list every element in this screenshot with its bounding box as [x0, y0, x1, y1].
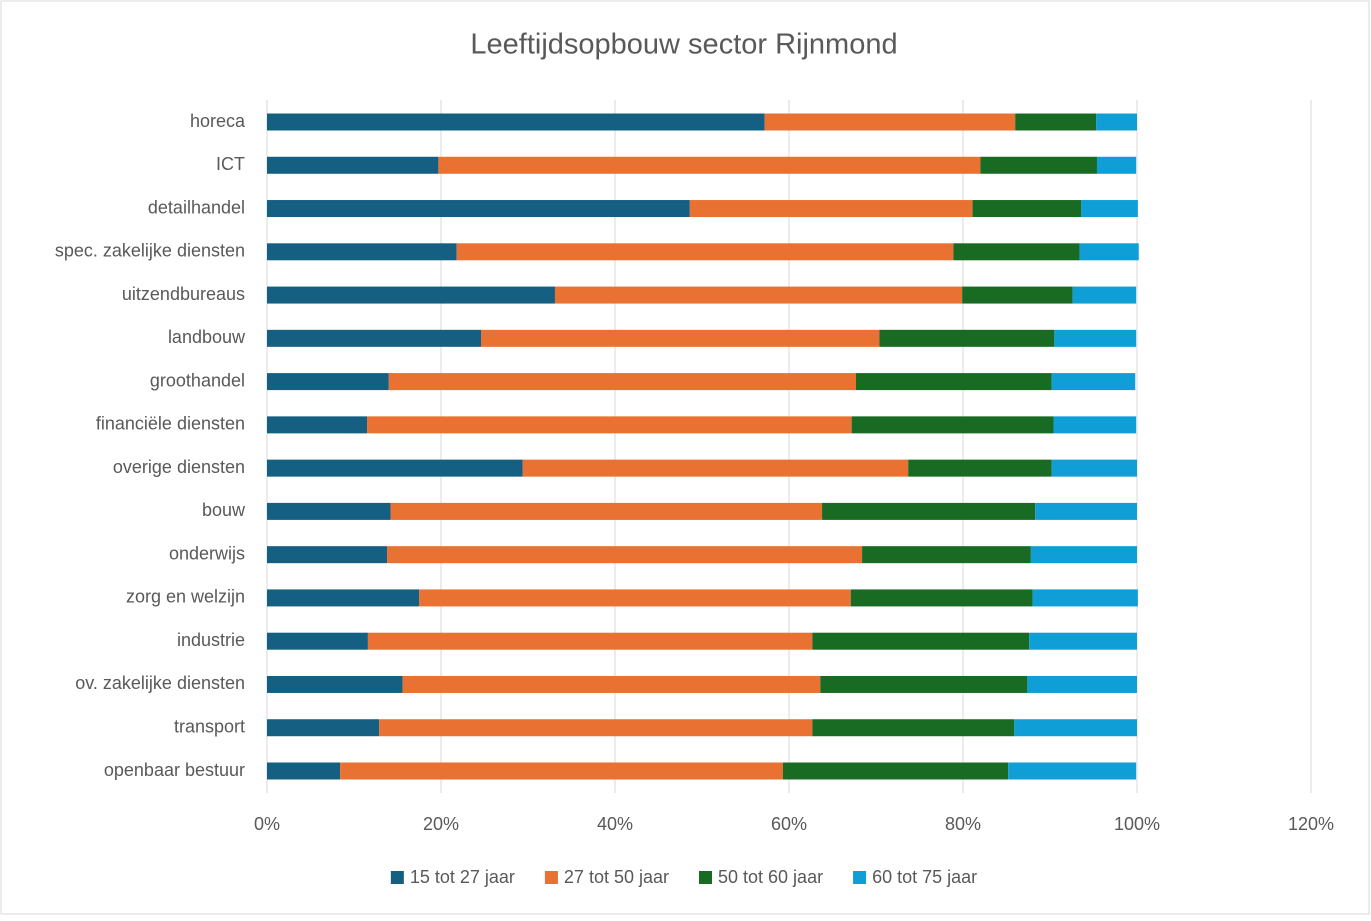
chart-title: Leeftijdsopbouw sector Rijnmond — [470, 29, 897, 61]
legend-label: 60 tot 75 jaar — [872, 867, 977, 887]
bar-segment — [267, 589, 420, 607]
bar-segment — [390, 502, 823, 520]
bar-segment — [267, 200, 690, 218]
bar-segment — [267, 329, 482, 347]
bar-segment — [267, 719, 380, 737]
bar-segment — [962, 286, 1073, 304]
bar-segment — [851, 416, 1054, 434]
bar-segment — [820, 675, 1028, 693]
y-tick-label: overige diensten — [113, 457, 245, 477]
bar-segment — [402, 675, 821, 693]
bar-segment — [689, 200, 973, 218]
bar-segment — [1032, 589, 1138, 607]
y-tick-label: detailhandel — [148, 197, 245, 217]
bar-segment — [1053, 416, 1137, 434]
bar-segment — [980, 156, 1097, 174]
bar-segment — [1030, 546, 1137, 564]
y-tick-label: uitzendbureaus — [122, 284, 245, 304]
bar-segment — [267, 243, 457, 261]
x-tick-label: 80% — [945, 814, 981, 834]
bar-segment — [340, 762, 783, 780]
bar-segment — [764, 113, 1016, 131]
y-tick-label: ov. zakelijke diensten — [75, 673, 245, 693]
bar-segment — [419, 589, 851, 607]
bar-segment — [367, 632, 813, 650]
y-tick-label: onderwijs — [169, 543, 245, 563]
y-tick-label: ICT — [216, 154, 245, 174]
bar-segment — [908, 459, 1052, 477]
bar-segment — [855, 373, 1052, 391]
bar-segment — [267, 416, 368, 434]
y-tick-label: financiële diensten — [96, 414, 245, 434]
bar-segment — [822, 502, 1036, 520]
bar-segment — [862, 546, 1031, 564]
legend-swatch — [544, 871, 558, 884]
bar-segment — [782, 762, 1009, 780]
y-tick-label: landbouw — [168, 327, 246, 347]
bar-segment — [388, 373, 856, 391]
bar-segment — [438, 156, 981, 174]
bar-segment — [267, 546, 388, 564]
plot-area: 0% 20% 40% 60% 80% 100% 120% horeca ICT detailhan… — [55, 100, 1334, 887]
bar-segment — [812, 719, 1015, 737]
y-tick-label: zorg en welzijn — [126, 587, 245, 607]
legend-label: 15 tot 27 jaar — [410, 867, 515, 887]
x-tick-label: 60% — [771, 814, 807, 834]
legend-label: 50 tot 60 jaar — [718, 867, 823, 887]
bar-segment — [1014, 719, 1137, 737]
bar-segment — [267, 113, 765, 131]
bar-segment — [522, 459, 909, 477]
bar-segment — [972, 200, 1082, 218]
bar-segment — [1096, 156, 1137, 174]
bar-segment — [1072, 286, 1137, 304]
bar-segment — [879, 329, 1055, 347]
bar-segment — [267, 762, 341, 780]
bar-segment — [1081, 200, 1138, 218]
y-tick-label: bouw — [202, 500, 246, 520]
bar-segment — [1029, 632, 1137, 650]
legend-swatch — [390, 871, 404, 884]
bar-segment — [367, 416, 852, 434]
bar-segment — [267, 632, 368, 650]
bar-segment — [554, 286, 963, 304]
x-tick-label: 40% — [597, 814, 633, 834]
bar-segment — [850, 589, 1033, 607]
bar-segment — [1008, 762, 1137, 780]
legend-swatch — [853, 871, 867, 884]
bar-segment — [1015, 113, 1097, 131]
bar-segment — [953, 243, 1080, 261]
y-tick-label: industrie — [177, 630, 245, 650]
bar-segment — [1027, 675, 1137, 693]
bar-segment — [812, 632, 1030, 650]
bar-segment — [481, 329, 880, 347]
y-tick-label: spec. zakelijke diensten — [55, 241, 245, 261]
bar-segment — [267, 675, 403, 693]
legend-label: 27 tot 50 jaar — [564, 867, 669, 887]
bar-segment — [387, 546, 863, 564]
bar-segment — [267, 459, 523, 477]
y-tick-label: groothandel — [150, 370, 245, 390]
bar-segment — [1079, 243, 1139, 261]
bar-segment — [1054, 329, 1137, 347]
bar-segment — [379, 719, 813, 737]
bar-segment — [267, 156, 439, 174]
y-tick-label: openbaar bestuur — [104, 760, 245, 780]
x-tick-label: 120% — [1288, 814, 1334, 834]
bar-segment — [1051, 459, 1137, 477]
x-tick-label: 0% — [254, 814, 280, 834]
bar-segment — [267, 286, 555, 304]
bar-segment — [456, 243, 954, 261]
legend-swatch — [699, 871, 712, 884]
y-tick-label: transport — [174, 716, 245, 736]
bar-segment — [1096, 113, 1137, 131]
bar-segment — [1051, 373, 1136, 391]
bar-segment — [267, 373, 389, 391]
x-tick-label: 100% — [1114, 814, 1160, 834]
bar-segment — [267, 502, 391, 520]
bar-segment — [1035, 502, 1137, 520]
y-tick-label: horeca — [190, 111, 246, 131]
x-tick-label: 20% — [423, 814, 459, 834]
